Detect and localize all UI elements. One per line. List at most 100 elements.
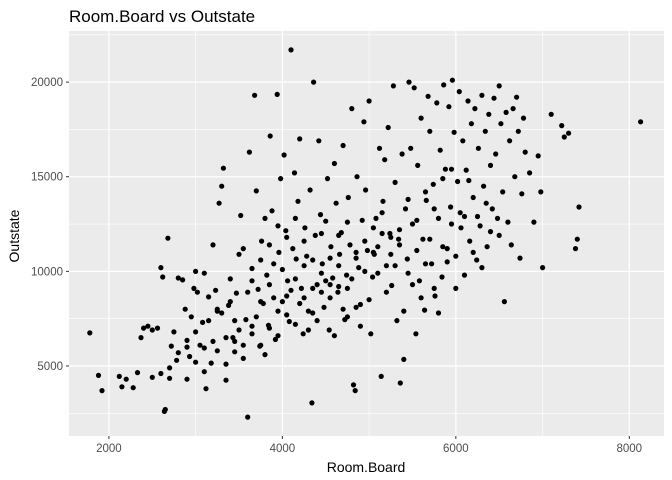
data-point <box>370 274 376 280</box>
data-point <box>517 255 523 261</box>
data-point <box>444 246 450 252</box>
data-point <box>298 285 304 291</box>
chart-title: Room.Board vs Outstate <box>69 7 255 26</box>
data-point <box>479 92 485 98</box>
data-point <box>130 385 136 391</box>
data-point <box>328 244 334 250</box>
data-point <box>318 289 324 295</box>
data-point <box>288 47 294 53</box>
data-point <box>286 318 292 325</box>
data-point <box>461 213 468 220</box>
data-point <box>380 198 386 204</box>
data-point <box>531 219 537 225</box>
data-point <box>414 217 420 223</box>
data-point <box>238 212 244 219</box>
data-point <box>440 176 446 182</box>
data-point <box>429 261 435 267</box>
data-point <box>240 342 246 348</box>
data-point <box>266 242 272 248</box>
data-point <box>119 384 125 390</box>
data-point <box>271 295 277 301</box>
data-point <box>362 268 368 274</box>
data-point <box>188 314 194 320</box>
data-point <box>350 382 357 388</box>
data-point <box>437 147 443 153</box>
data-point <box>323 278 329 284</box>
data-point <box>353 249 359 255</box>
data-point <box>327 282 333 288</box>
data-point <box>392 179 398 185</box>
data-point <box>405 270 411 276</box>
data-point <box>175 350 181 356</box>
data-point <box>213 287 219 293</box>
x-tick-label: 8000 <box>617 443 643 455</box>
data-point <box>154 325 161 331</box>
data-point <box>458 225 464 231</box>
data-point <box>491 95 497 101</box>
data-point <box>258 342 264 348</box>
data-point <box>214 306 220 312</box>
data-point <box>508 242 514 248</box>
data-point <box>435 215 442 221</box>
data-point <box>187 353 193 360</box>
data-point <box>401 308 407 314</box>
y-tick-label: 20000 <box>31 77 63 89</box>
data-point <box>292 321 298 327</box>
y-axis-title: Outstate <box>6 209 22 262</box>
data-point <box>344 285 350 291</box>
data-point <box>401 356 407 362</box>
data-point <box>249 323 255 329</box>
data-point <box>161 408 167 414</box>
data-point <box>99 388 105 394</box>
data-point <box>561 134 567 140</box>
data-point <box>362 238 368 244</box>
data-point <box>191 285 197 291</box>
data-point <box>427 128 433 134</box>
data-point <box>227 299 233 305</box>
data-point <box>223 377 229 383</box>
data-point <box>201 270 207 276</box>
data-point <box>305 327 311 333</box>
data-point <box>572 246 579 252</box>
data-point <box>249 278 255 284</box>
plot-panel <box>69 31 664 436</box>
data-point <box>288 287 294 293</box>
data-point <box>472 106 478 112</box>
data-point <box>399 151 405 157</box>
data-point <box>201 345 207 351</box>
data-point <box>301 263 307 269</box>
data-point <box>327 295 333 301</box>
data-point <box>368 331 374 337</box>
data-point <box>496 232 502 238</box>
data-point <box>275 333 281 339</box>
data-point <box>402 206 409 212</box>
data-point <box>149 327 155 333</box>
data-point <box>203 386 209 392</box>
data-point <box>326 327 332 333</box>
data-point <box>375 244 381 250</box>
data-point <box>405 196 411 202</box>
data-point <box>316 138 322 144</box>
data-point <box>411 85 417 91</box>
data-point <box>295 198 301 204</box>
data-point <box>145 323 151 329</box>
data-point <box>409 282 416 288</box>
data-point <box>214 348 220 354</box>
data-point <box>240 355 246 361</box>
data-point <box>364 247 370 254</box>
data-point <box>292 215 298 221</box>
data-point <box>340 142 346 149</box>
data-point <box>324 176 331 182</box>
data-point <box>353 304 359 310</box>
data-point <box>321 304 327 310</box>
data-point <box>475 145 481 151</box>
data-point <box>266 282 272 288</box>
data-point <box>344 314 350 320</box>
data-point <box>376 145 383 151</box>
data-point <box>210 242 216 248</box>
data-point <box>210 338 216 344</box>
data-point <box>356 265 362 271</box>
data-point <box>434 100 440 106</box>
data-point <box>232 338 238 344</box>
y-tick-label: 5000 <box>37 361 63 373</box>
